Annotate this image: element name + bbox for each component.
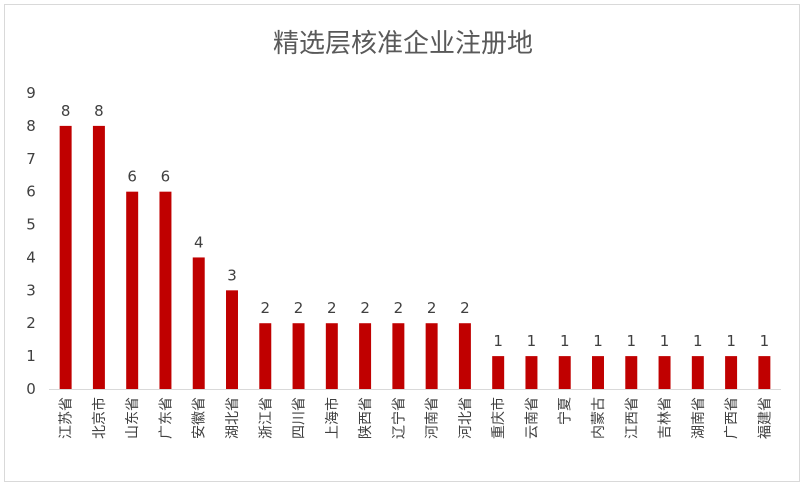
bar [359,323,372,389]
x-tick-label: 辽宁省 [390,397,407,439]
data-label: 1 [726,332,736,350]
y-tick-label: 7 [26,150,36,168]
x-tick-label: 河南省 [425,397,441,439]
bar [59,125,72,389]
x-tick-label: 北京市 [91,397,108,439]
bar [691,356,704,389]
x-tick-label: 广东省 [158,397,174,439]
data-label: 1 [660,332,670,350]
data-label: 3 [227,266,237,284]
bar [226,290,238,389]
x-tick-label: 重庆市 [490,397,507,439]
x-tick-label: 浙江省 [258,397,274,439]
bar [725,356,738,389]
bar [525,356,538,389]
bar [292,323,305,389]
bar [592,356,604,389]
data-label: 1 [493,332,503,350]
data-label: 8 [61,102,71,120]
y-tick-label: 9 [26,84,36,102]
x-tick-label: 山东省 [125,397,141,439]
bar [325,323,338,389]
data-label: 1 [626,332,636,350]
data-label: 1 [760,332,770,350]
x-tick-label: 广西省 [724,397,740,439]
bar [458,323,471,389]
x-tick-label: 河北省 [458,397,474,439]
x-tick-label: 湖南省 [691,397,707,439]
data-label: 1 [693,332,703,350]
x-tick-label: 宁夏 [557,397,574,425]
data-label: 2 [260,299,270,317]
data-label: 2 [394,299,404,317]
x-tick-label: 陕西省 [358,397,374,439]
bar [492,356,505,389]
y-tick-label: 2 [26,314,36,332]
bar [192,257,205,389]
bar [425,323,438,389]
data-label: 2 [460,299,470,317]
x-tick-label: 福建省 [757,397,773,439]
y-tick-label: 4 [26,248,36,266]
x-tick-label: 湖北省 [225,397,241,439]
bar [558,356,571,389]
y-tick-label: 6 [26,183,36,201]
data-label: 1 [560,332,570,350]
data-label: 4 [194,233,204,251]
data-label: 8 [94,102,104,120]
data-label: 2 [427,299,437,317]
y-tick-label: 1 [26,347,36,365]
x-tick-label: 吉林省 [658,397,674,439]
chart-frame: 精选层核准企业注册地 0 1 2 3 4 5 6 7 8 9 8 江苏省 8 北京市 6 山东省 6 广东省 4 安徽… [4,4,800,482]
data-label: 1 [593,332,603,350]
data-label: 6 [127,168,137,186]
x-tick-label: 江苏省 [59,397,75,439]
bar [625,356,638,389]
data-label: 2 [294,299,304,317]
bar [92,125,105,389]
y-tick-label: 3 [26,281,36,299]
y-tick-label: 8 [26,117,36,135]
y-tick-label: 0 [26,380,36,398]
chart-title: 精选层核准企业注册地 [272,29,533,59]
bar [259,323,272,389]
x-tick-label: 云南省 [524,397,540,439]
data-label: 1 [527,332,537,350]
x-tick-label: 上海市 [324,397,341,439]
y-tick-label: 5 [26,216,36,234]
x-tick-label: 四川省 [292,397,308,439]
data-label: 2 [360,299,370,317]
x-tick-label: 江西省 [624,397,640,439]
data-label: 6 [161,168,171,186]
bar [159,191,172,389]
bar [758,356,771,389]
bar [658,356,671,389]
data-label: 2 [327,299,337,317]
x-tick-label: 内蒙古 [591,397,607,439]
x-tick-label: 安徽省 [192,397,208,439]
bar-chart-plot: 0 1 2 3 4 5 6 7 8 9 8 江苏省 8 北京市 6 山东省 6 广东省 4 安徽省 3 湖北省 2 浙江省 2 四… [26,84,781,439]
bar [126,191,139,389]
bar [392,323,405,389]
